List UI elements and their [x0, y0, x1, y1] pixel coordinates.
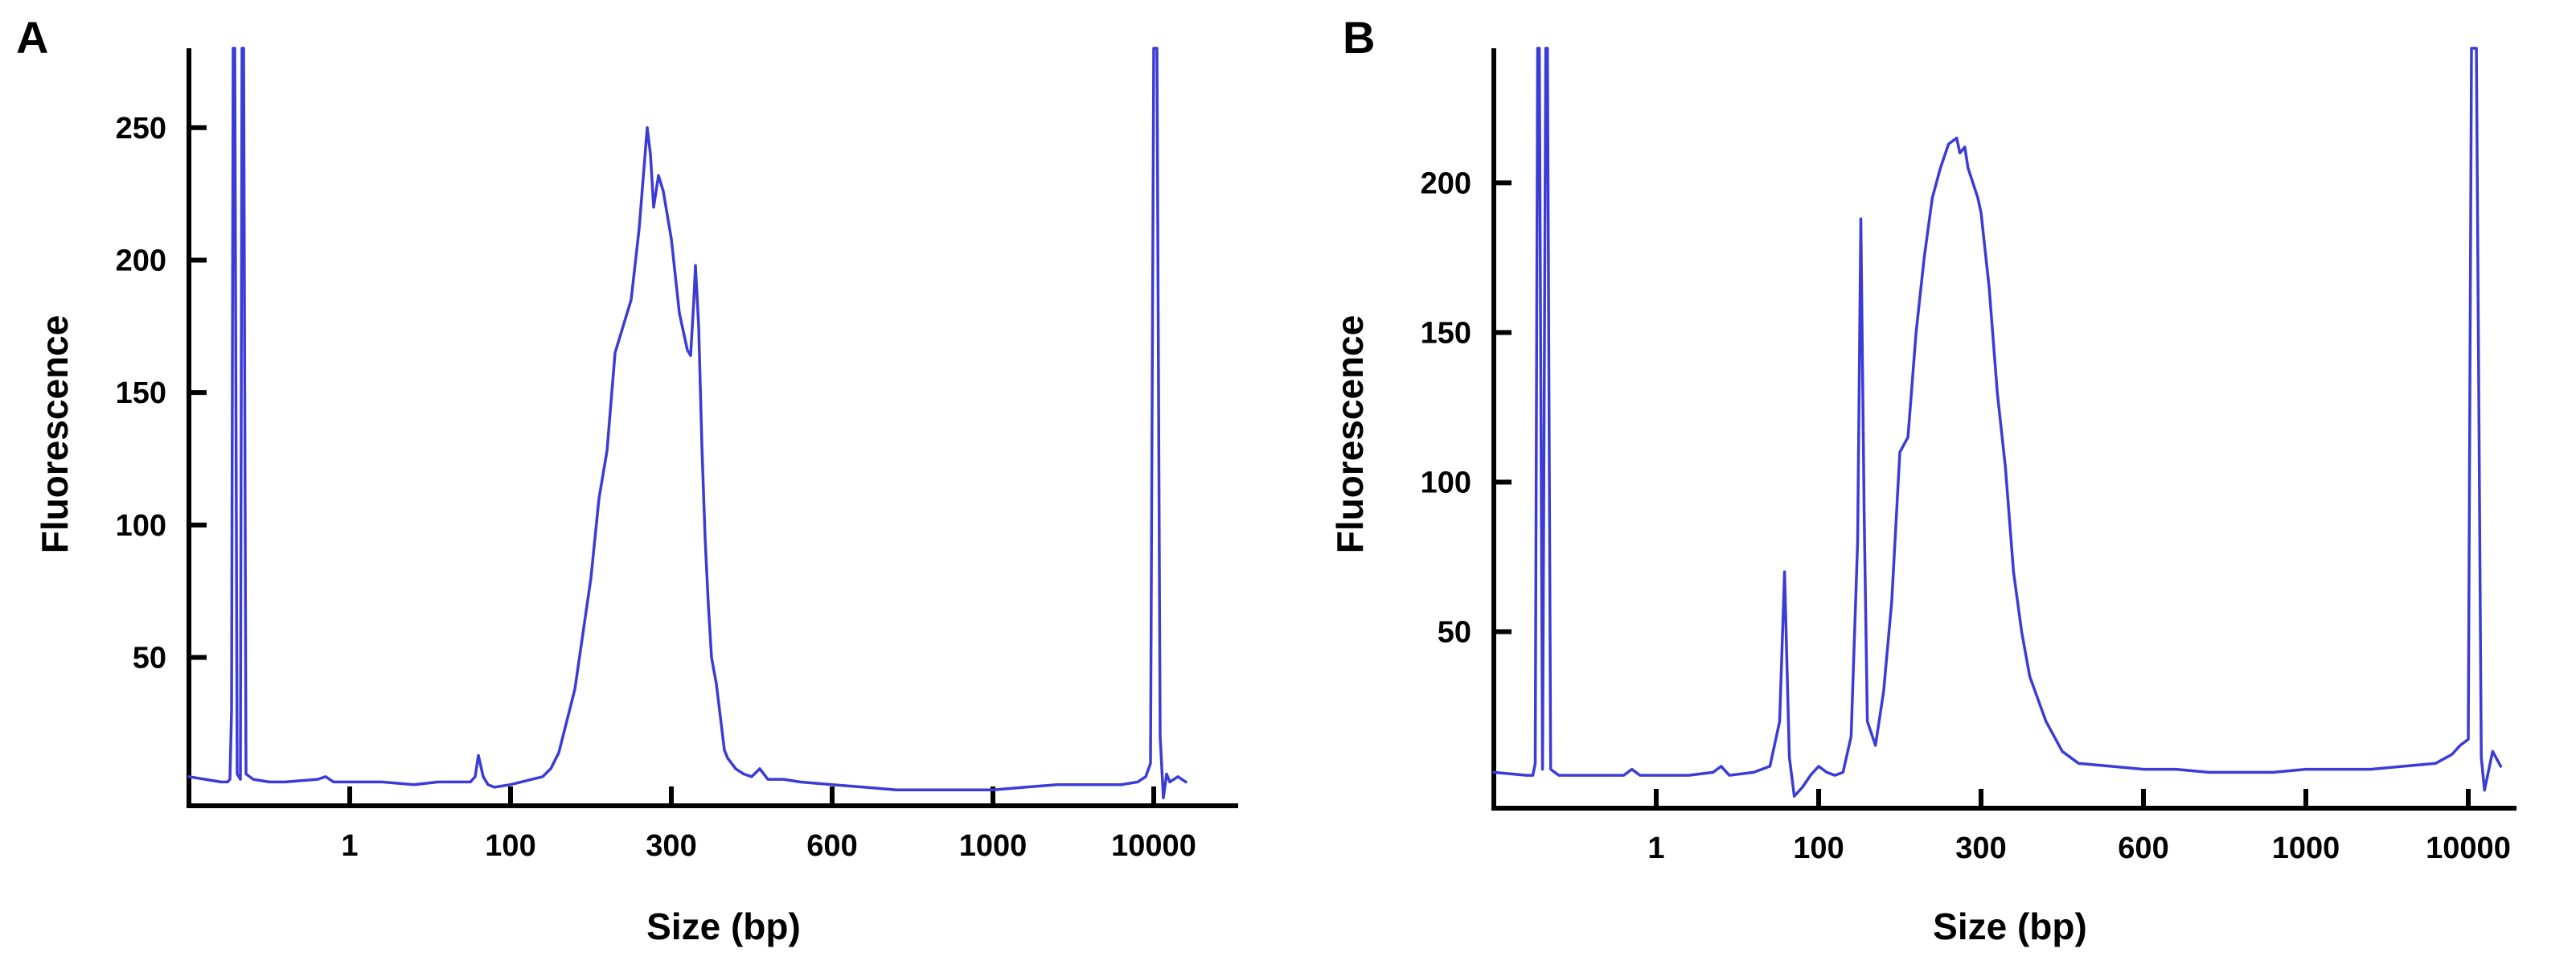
fluorescence-trace — [1492, 47, 2503, 798]
y-tick-label: 200 — [116, 244, 166, 277]
x-axis-title: Size (bp) — [646, 905, 801, 947]
y-axis-title: Fluorescence — [1329, 315, 1371, 554]
y-tick-label: 100 — [116, 509, 166, 543]
x-tick-label: 10000 — [2426, 832, 2511, 865]
panel-label-b: B — [1343, 12, 1375, 63]
y-ticks: 50 100 150 200 — [1421, 166, 1512, 649]
y-ticks: 50 100 150 200 250 — [116, 112, 207, 676]
panel-label-a: A — [16, 12, 48, 63]
y-tick-label: 150 — [1421, 316, 1471, 350]
y-tick-label: 150 — [116, 376, 166, 410]
traces — [187, 47, 1188, 799]
x-ticks: 1 100 300 600 1000 10000 — [1647, 789, 2511, 865]
x-tick-label: 1000 — [2272, 832, 2340, 865]
x-tick-label: 300 — [646, 829, 696, 863]
y-tick-label: 50 — [1438, 615, 1471, 649]
x-ticks: 1 100 300 600 1000 10000 — [341, 786, 1196, 863]
chart-panel-a: A Fluorescence Size (bp) 50100150200250 … — [16, 12, 1238, 947]
x-tick-label: 10000 — [1111, 829, 1196, 863]
y-axis-title: Fluorescence — [34, 315, 76, 554]
fluorescence-trace — [187, 47, 1188, 799]
x-tick-label: 1000 — [959, 829, 1028, 863]
x-tick-label: 1 — [341, 829, 358, 863]
y-tick-label: 50 — [133, 642, 166, 676]
y-tick-label: 250 — [116, 112, 166, 146]
x-tick-label: 1 — [1647, 832, 1664, 865]
x-tick-label: 100 — [485, 829, 535, 863]
y-tick-label: 200 — [1421, 166, 1471, 200]
y-tick-label: 100 — [1421, 466, 1471, 499]
chart-panel-b: B Fluorescence Size (bp) 50 100 150 200 1 10… — [1329, 12, 2517, 947]
x-tick-label: 600 — [2118, 832, 2168, 865]
x-tick-label: 300 — [1955, 832, 2006, 865]
x-axis-title: Size (bp) — [1933, 905, 2087, 947]
x-tick-label: 100 — [1793, 832, 1844, 865]
x-tick-label: 600 — [806, 829, 857, 863]
traces — [1492, 47, 2503, 798]
